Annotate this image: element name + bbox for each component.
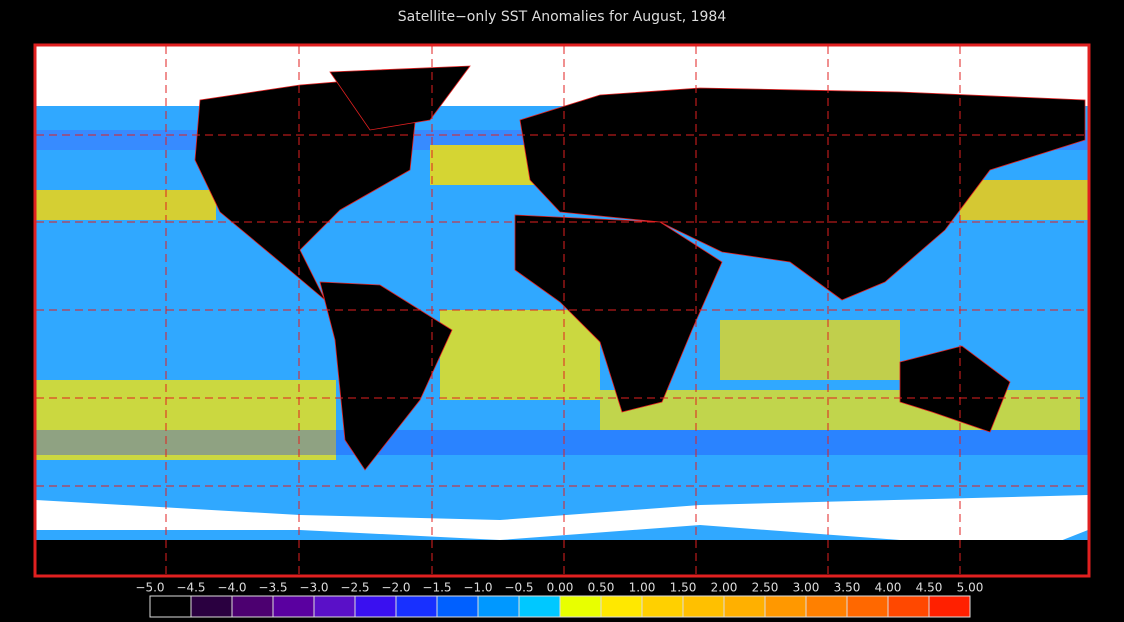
color-swatch: [314, 596, 355, 617]
greenland: [329, 65, 471, 131]
color-swatch: [191, 596, 232, 617]
map-title: Satellite−only SST Anomalies for August,…: [398, 9, 727, 25]
color-swatch: [478, 596, 519, 617]
color-swatch: [396, 596, 437, 617]
ocean-band: [36, 430, 1088, 455]
color-swatch: [847, 596, 888, 617]
africa: [514, 214, 723, 413]
colorbar-tick-label: 1.50: [670, 581, 697, 595]
ocean-anomaly: [36, 190, 216, 220]
ocean-anomaly: [440, 310, 600, 400]
colorbar-tick-label: −2.5: [340, 581, 369, 595]
color-swatch: [888, 596, 929, 617]
map-border: [33, 43, 1091, 578]
south-america: [319, 281, 453, 471]
color-swatch: [601, 596, 642, 617]
ocean-anomaly: [720, 320, 900, 380]
color-swatch: [519, 596, 560, 617]
ocean-anomaly: [36, 380, 336, 460]
continents: [194, 65, 1086, 471]
colorbar-tick-label: 4.50: [916, 581, 943, 595]
color-swatch: [642, 596, 683, 617]
color-swatch: [273, 596, 314, 617]
colorbar-tick-label: 3.50: [834, 581, 861, 595]
australia: [899, 345, 1011, 433]
colorbar-tick-label: −3.5: [258, 581, 287, 595]
color-swatch: [724, 596, 765, 617]
colorbar-tick-label: 2.50: [752, 581, 779, 595]
graticule: [36, 46, 1088, 575]
colorbar-tick-label: −3.0: [299, 581, 328, 595]
colorbar: −5.0 −4.5 −4.0 −3.5 −3.0 −2.5 −2.0 −1.5 −1.0 −0.5…: [135, 581, 983, 618]
colorbar-tick-label: 2.00: [711, 581, 738, 595]
antarctic-ice: [36, 495, 1088, 545]
colorbar-tick-label: 0.00: [547, 581, 574, 595]
colorbar-tick-label: −2.0: [381, 581, 410, 595]
color-swatch: [765, 596, 806, 617]
eurasia: [519, 87, 1086, 301]
ocean-anomaly: [600, 390, 1080, 430]
colorbar-tick-label: −4.5: [176, 581, 205, 595]
color-swatch: [683, 596, 724, 617]
colorbar-tick-label: 4.00: [875, 581, 902, 595]
color-swatch: [150, 596, 191, 617]
colorbar-tick-label: 0.50: [588, 581, 615, 595]
color-swatch: [560, 596, 601, 617]
colorbar-tick-label: −1.5: [422, 581, 451, 595]
color-swatch: [437, 596, 478, 617]
color-swatch: [355, 596, 396, 617]
ocean-anomaly: [960, 180, 1088, 220]
color-swatch: [806, 596, 847, 617]
colorbar-tick-label: 3.00: [793, 581, 820, 595]
colorbar-tick-label: 5.00: [957, 581, 984, 595]
color-swatch: [232, 596, 273, 617]
colorbar-tick-label: −4.0: [217, 581, 246, 595]
land-antarctica: [36, 540, 1088, 575]
color-swatch: [929, 596, 970, 617]
colorbar-tick-label: 1.00: [629, 581, 656, 595]
colorbar-tick-label: −1.0: [463, 581, 492, 595]
map-area: [33, 43, 1091, 578]
colorbar-tick-label: −0.5: [504, 581, 533, 595]
colorbar-tick-label: −5.0: [135, 581, 164, 595]
